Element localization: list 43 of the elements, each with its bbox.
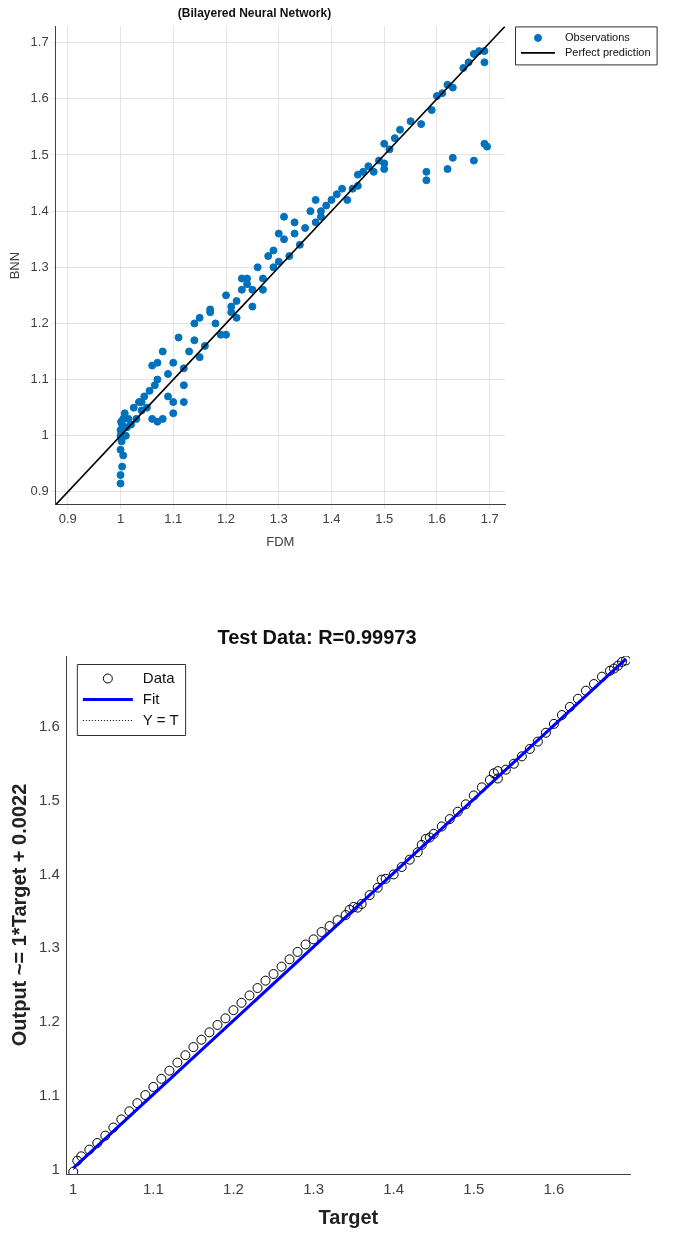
y-tick-label: 1.3 [38,938,60,956]
x-tick-label: 1.4 [322,511,341,527]
legend-label: Data [142,668,176,686]
x-tick-label: 1.4 [383,1180,405,1198]
x-tick-label: 1.5 [375,511,394,527]
x-tick-label: 1.2 [216,511,236,527]
x-tick-label: 1.3 [269,511,288,527]
x-tick-label: 1 [116,511,125,527]
x-tick-label: 1.1 [164,511,183,527]
y-tick-label: 1.5 [30,146,49,162]
y-tick-label: 1 [51,1159,60,1177]
x-tick-label: 1.6 [427,511,447,527]
y-tick-label: 1.7 [30,34,49,50]
y-tick-label: 1.1 [38,1085,60,1103]
y-axis-title: BNN [7,251,23,280]
y-axis-title: Output ~= 1*Target + 0.0022 [7,783,30,1047]
x-axis-title: FDM [266,533,295,549]
x-tick-label: 1.3 [303,1180,325,1198]
y-tick-label: 1.2 [30,315,49,331]
x-tick-label: 1.5 [463,1180,485,1198]
x-tick-label: 1 [69,1180,78,1198]
y-tick-label: 1.2 [38,1012,60,1030]
legend-label: Perfect prediction [565,45,651,58]
x-tick-label: 0.9 [58,511,77,527]
legend-label: Y = T [142,710,179,728]
x-tick-label: 1.7 [480,511,499,527]
y-tick-label: 1.4 [30,202,49,218]
legend-label: Observations [565,30,631,43]
chart-title: (Bilayered Neural Network) [177,5,332,20]
y-tick-label: 1.6 [30,90,49,106]
y-tick-label: 0.9 [30,483,49,499]
y-tick-label: 1.3 [30,258,49,274]
y-tick-label: 1.4 [38,864,60,882]
legend-label: Fit [142,689,161,707]
x-tick-label: 1.2 [223,1180,244,1198]
x-tick-label: 1.1 [142,1180,164,1198]
chart-title: Test Data: R=0.99973 [217,625,417,648]
y-tick-label: 1.5 [38,790,60,808]
y-tick-label: 1 [41,427,49,443]
y-tick-label: 1.1 [30,371,49,387]
x-tick-label: 1.6 [543,1180,565,1198]
y-tick-label: 1.6 [38,716,60,734]
x-axis-title: Target [318,1205,379,1228]
